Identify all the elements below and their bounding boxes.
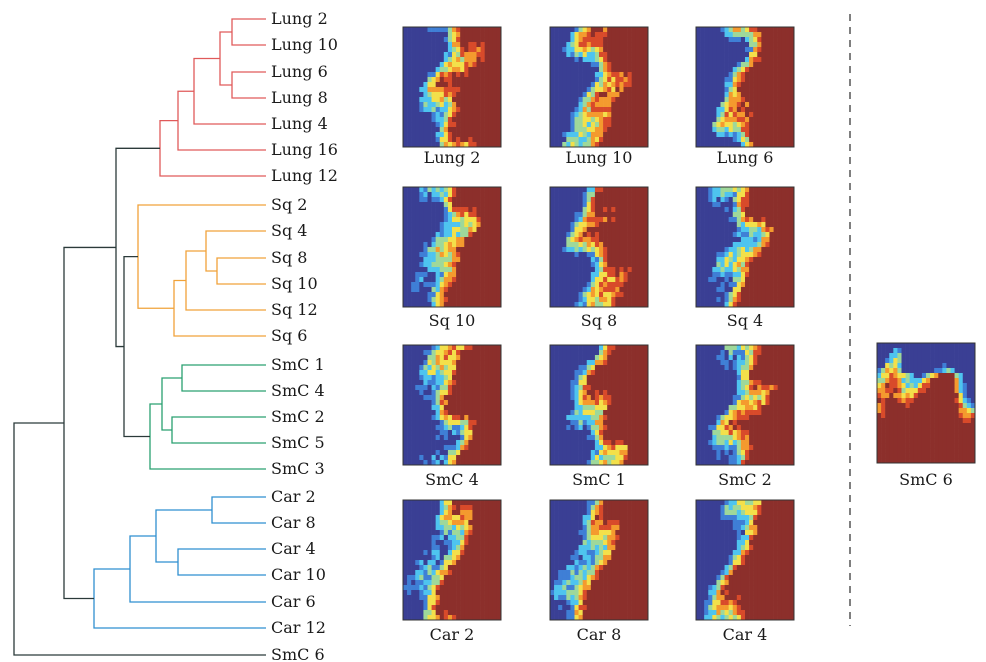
leaf-label-car-10: Car 10 (271, 565, 326, 584)
tile-label: SmC 4 (425, 470, 479, 489)
branch-s8_10 (216, 257, 266, 285)
tile-label: Lung 6 (717, 148, 774, 167)
leaf-label-smc-3: SmC 3 (271, 459, 325, 478)
dendrogram-leaf-labels: Lung 2 Lung 10 Lung 6 Lung 8 Lung 4 Lung 16 Lu… (271, 9, 338, 662)
tile-label: SmC 2 (718, 470, 772, 489)
branch-c4_10 (177, 548, 266, 576)
leaf-label-sq-10: Sq 10 (271, 274, 318, 293)
branch-root (13, 422, 266, 656)
leaf-label-lung-12: Lung 12 (271, 166, 338, 185)
tile-label: Car 2 (430, 625, 475, 644)
tile-label: Lung 2 (424, 148, 481, 167)
heatmap-cells (877, 343, 976, 464)
heatmap-tile-sq-10: Sq 10 (402, 186, 502, 330)
leaf-label-sq-8: Sq 8 (271, 248, 307, 267)
tile-label: Sq 4 (727, 311, 763, 330)
heatmap-tile-sq-4: Sq 4 (695, 186, 795, 330)
tile-label: SmC 1 (572, 470, 626, 489)
branch-sqsm (123, 255, 150, 438)
branch-ca (155, 509, 212, 563)
leaf-label-lung-16: Lung 16 (271, 140, 338, 159)
leaf-label-lung-6: Lung 6 (271, 62, 328, 81)
branch-s12 (185, 250, 266, 311)
dendrogram-branches (13, 18, 266, 656)
branch-s2 (137, 204, 266, 309)
leaf-label-car-6: Car 6 (271, 592, 316, 611)
heatmap-tile-lung-6: Lung 6 (695, 26, 795, 167)
heatmap-tile-lung-2: Lung 2 (402, 26, 502, 167)
heatmap-cells (550, 27, 649, 148)
leaf-label-car-2: Car 2 (271, 487, 316, 506)
leaf-label-smc-4: SmC 4 (271, 381, 325, 400)
heatmap-tile-lung-10: Lung 10 (549, 26, 649, 167)
heatmap-cells (403, 500, 502, 621)
branch-lb (193, 57, 266, 125)
heatmap-cells (550, 345, 649, 466)
branch-l2_10 (231, 18, 266, 46)
heatmap-cells (403, 345, 502, 466)
branch-lssc (63, 246, 116, 600)
branch-s6 (173, 279, 266, 337)
heatmap-tile-car-8: Car 8 (549, 499, 649, 644)
branch-mb (149, 403, 266, 470)
heatmap-tile-smc-1: SmC 1 (549, 344, 649, 489)
leaf-label-sq-4: Sq 4 (271, 221, 307, 240)
leaf-label-smc-5: SmC 5 (271, 433, 325, 452)
leaf-label-lung-2: Lung 2 (271, 9, 328, 28)
leaf-label-smc-2: SmC 2 (271, 407, 325, 426)
tile-label: Sq 10 (429, 311, 476, 330)
branch-cc (93, 568, 266, 629)
leaf-label-car-12: Car 12 (271, 618, 326, 637)
branch-ld (159, 119, 266, 177)
heatmap-tile-sq-8: Sq 8 (549, 186, 649, 330)
heatmap-cells (403, 27, 502, 148)
heatmap-cells (696, 187, 795, 308)
branch-s4x (205, 230, 266, 272)
leaf-label-car-4: Car 4 (271, 539, 316, 558)
tile-label: SmC 6 (899, 470, 953, 489)
heatmap-cells (550, 187, 649, 308)
heatmap-tile-grid: Lung 2 Lung 10 Lung 6 Sq 10 Sq 8 Sq 4 SmC 4 SmC… (402, 26, 795, 644)
branch-la (219, 31, 232, 86)
heatmap-tile-car-4: Car 4 (695, 499, 795, 644)
branch-lc (177, 90, 266, 151)
leaf-label-lung-4: Lung 4 (271, 114, 328, 133)
branch-l6_8 (231, 71, 266, 99)
leaf-label-car-8: Car 8 (271, 513, 316, 532)
branch-c2_8 (211, 496, 266, 524)
tile-label: Lung 10 (566, 148, 633, 167)
leaf-label-sq-2: Sq 2 (271, 195, 307, 214)
leaf-label-sq-12: Sq 12 (271, 300, 318, 319)
tile-label: Sq 8 (581, 311, 617, 330)
leaf-label-smc-1: SmC 1 (271, 355, 325, 374)
heatmap-tile-car-2: Car 2 (402, 499, 502, 644)
tile-label: Car 4 (723, 625, 768, 644)
leaf-label-lung-10: Lung 10 (271, 35, 338, 54)
heatmap-cells (696, 500, 795, 621)
heatmap-cells (696, 27, 795, 148)
heatmap-tile-smc-4: SmC 4 (402, 344, 502, 489)
leaf-label-lung-8: Lung 8 (271, 88, 328, 107)
outlier-tile: SmC 6 (876, 342, 976, 489)
branch-m1_4 (181, 364, 266, 392)
leaf-label-smc-6: SmC 6 (271, 645, 325, 662)
heatmap-cells (696, 345, 795, 466)
heatmap-tile-smc-2: SmC 2 (695, 344, 795, 489)
tile-label: Car 8 (577, 625, 622, 644)
leaf-label-sq-6: Sq 6 (271, 326, 307, 345)
branch-m2_5 (171, 416, 266, 444)
heatmap-cells (550, 500, 649, 621)
heatmap-cells (403, 187, 502, 308)
branch-cb (129, 535, 266, 603)
